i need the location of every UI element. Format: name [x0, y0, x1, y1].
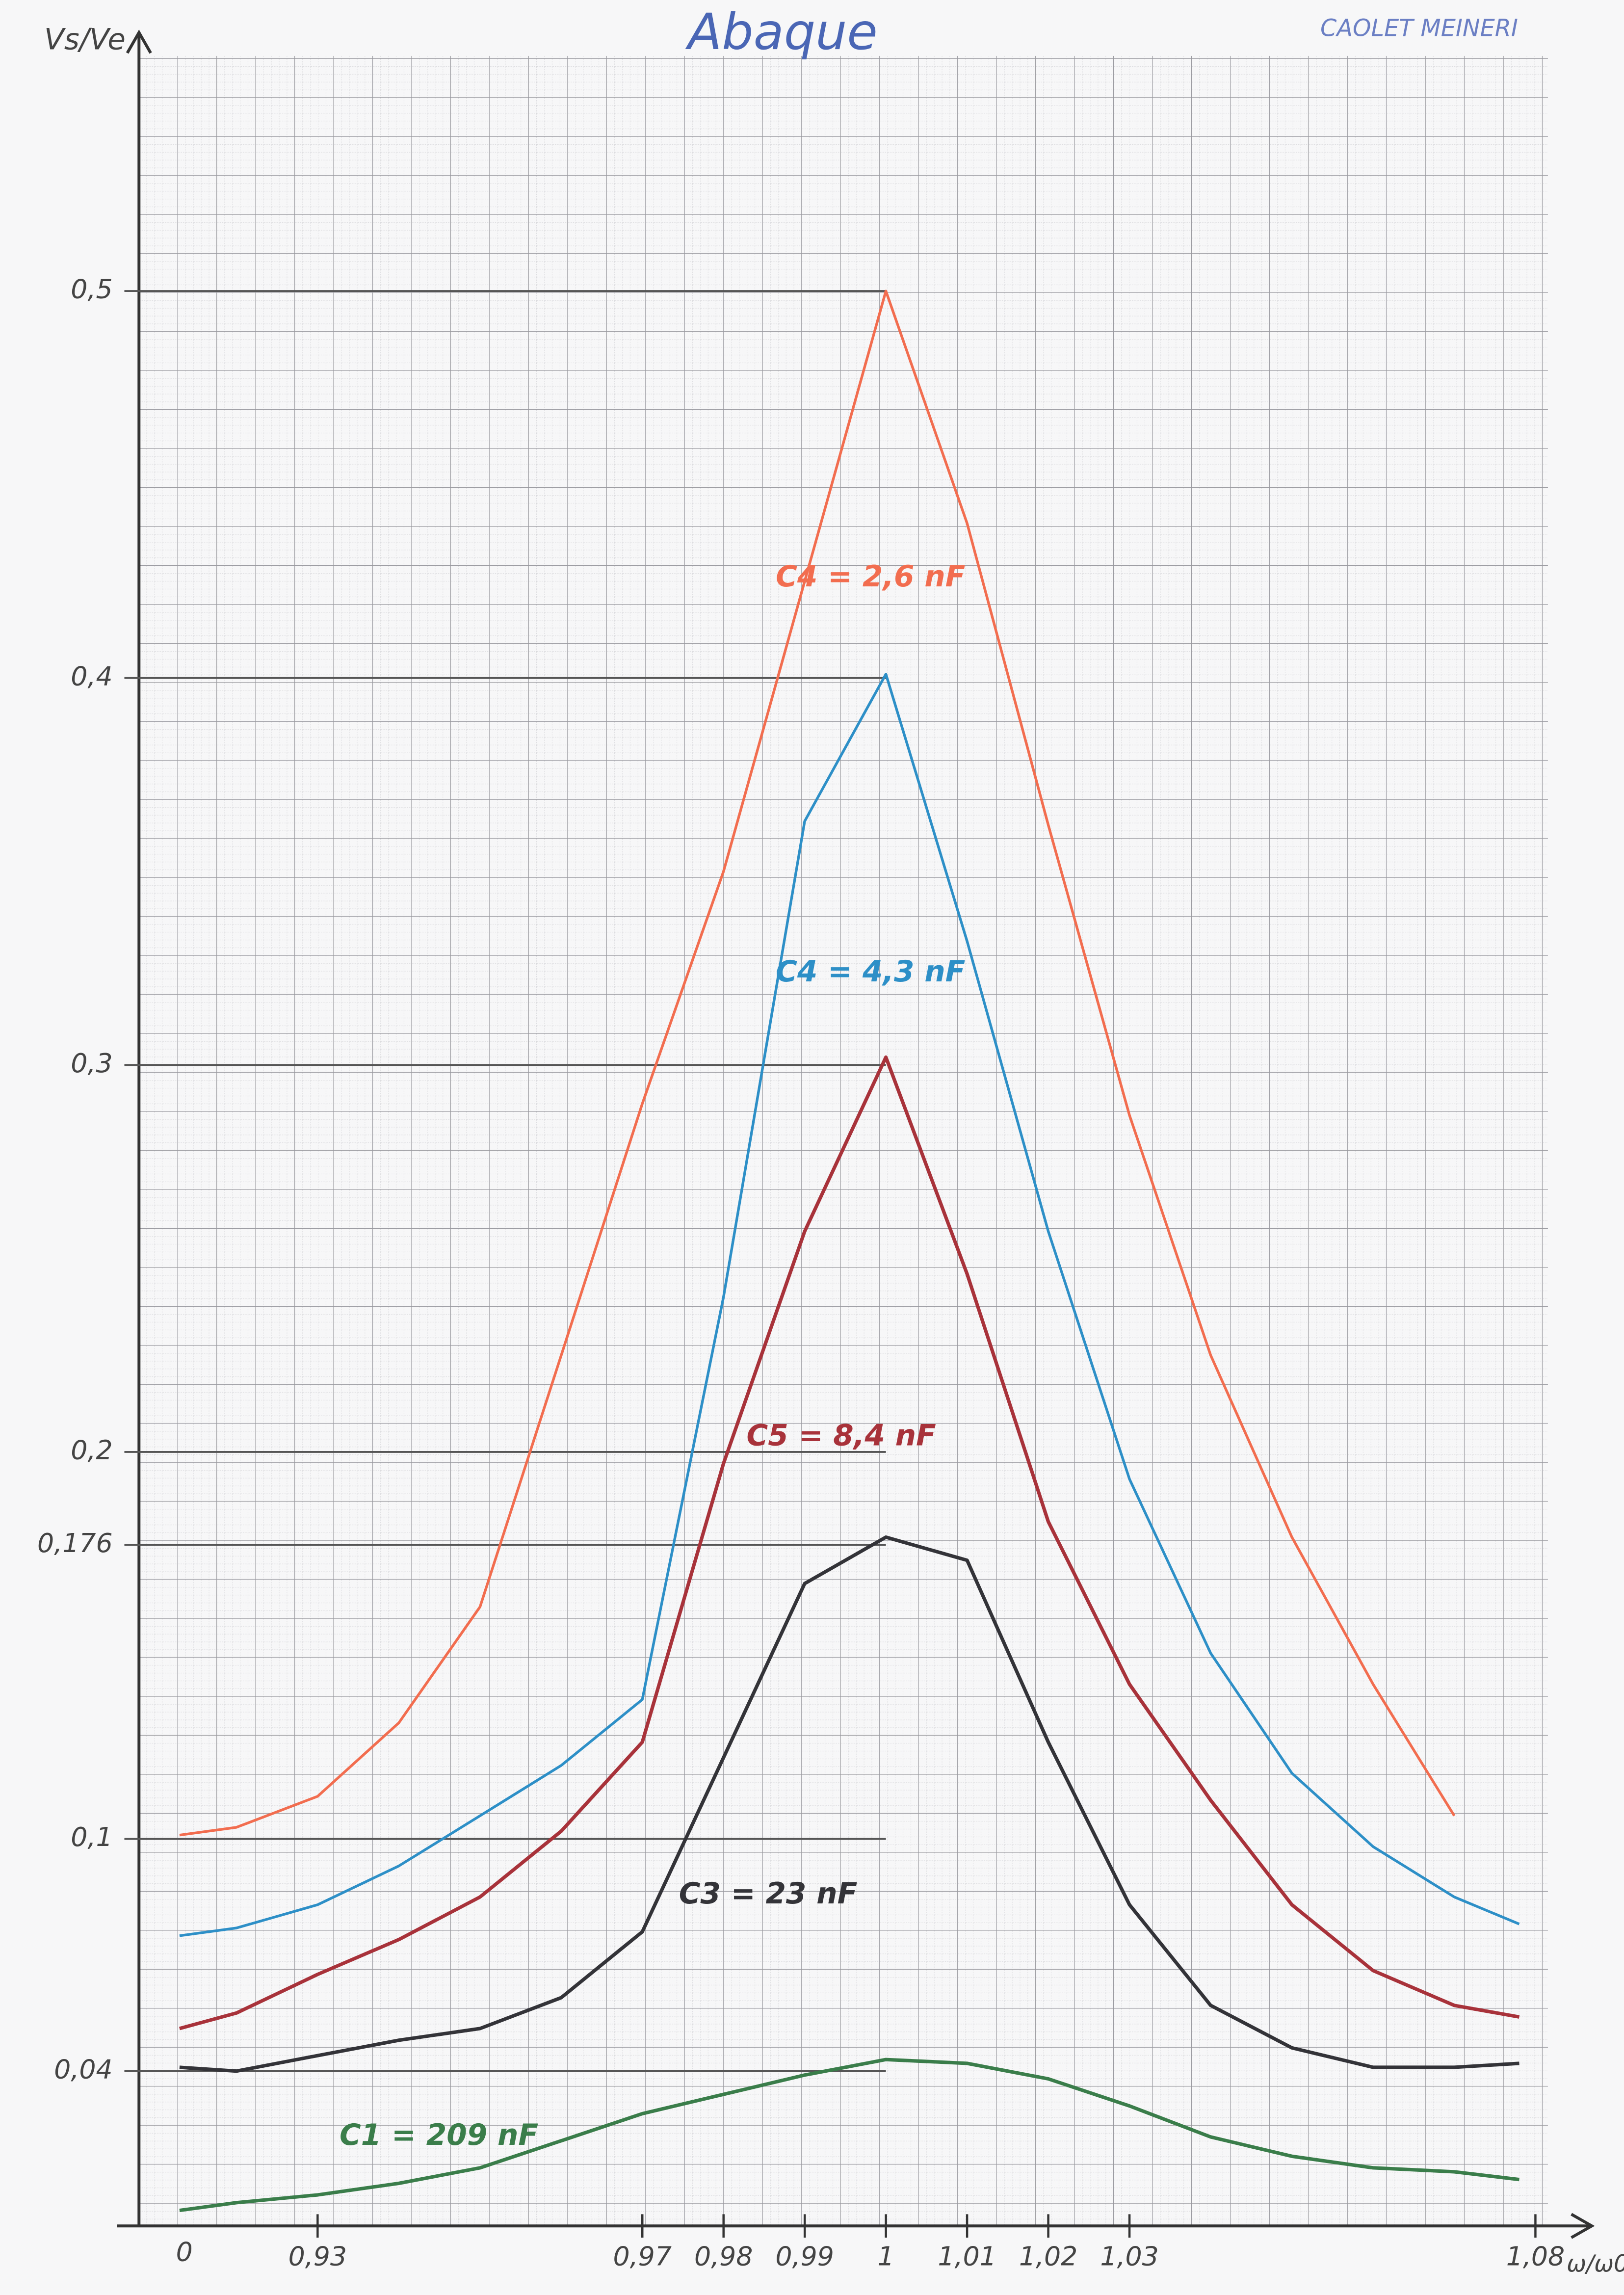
series-label: C5 = 8,4 nF	[746, 1419, 936, 1453]
x-tick-label: 1,02	[1019, 2241, 1077, 2271]
graph-paper	[139, 55, 1548, 2226]
series-label: C4 = 4,3 nF	[776, 955, 965, 989]
series-label: C4 = 2,6 nF	[776, 560, 965, 594]
y-tick-label: 0,176	[37, 1528, 113, 1558]
y-axis-label: Vs/Ve	[44, 23, 126, 57]
series-label: C1 = 209 nF	[340, 2118, 538, 2152]
y-tick-label: 0,1	[71, 1821, 112, 1852]
author: CAOLET MEINERI	[1320, 15, 1518, 42]
x-tick-label: 1,01	[938, 2241, 996, 2271]
series-label: C3 = 23 nF	[679, 1877, 858, 1911]
x-tick-label: 0,93	[288, 2241, 347, 2271]
x-tick-label: 1	[878, 2241, 894, 2271]
x-tick-label: 0,97	[613, 2241, 671, 2271]
series-line	[179, 1055, 1520, 2031]
y-tick-label: 0,3	[71, 1048, 112, 1079]
x-tick-label: 1,08	[1506, 2241, 1565, 2271]
x-axis-label: ω/ω0	[1567, 2251, 1624, 2278]
y-axis-arrow	[126, 29, 152, 54]
series-line	[179, 673, 1520, 1937]
x-tick-label: 1,03	[1100, 2241, 1158, 2271]
series-line	[179, 2058, 1519, 2213]
origin-label: 0	[176, 2237, 193, 2268]
y-tick-label: 0,4	[71, 660, 112, 691]
x-tick-label: 0,98	[694, 2241, 753, 2271]
y-tick-label: 0,04	[54, 2054, 112, 2084]
y-tick-label: 0,2	[71, 1435, 112, 1466]
x-axis-arrow	[1571, 2213, 1595, 2239]
chart-title: Abaque	[685, 3, 878, 61]
x-tick-label: 0,99	[775, 2241, 834, 2271]
series-line	[179, 1535, 1519, 2073]
y-tick-label: 0,5	[71, 274, 112, 305]
series-line	[179, 290, 1456, 1837]
